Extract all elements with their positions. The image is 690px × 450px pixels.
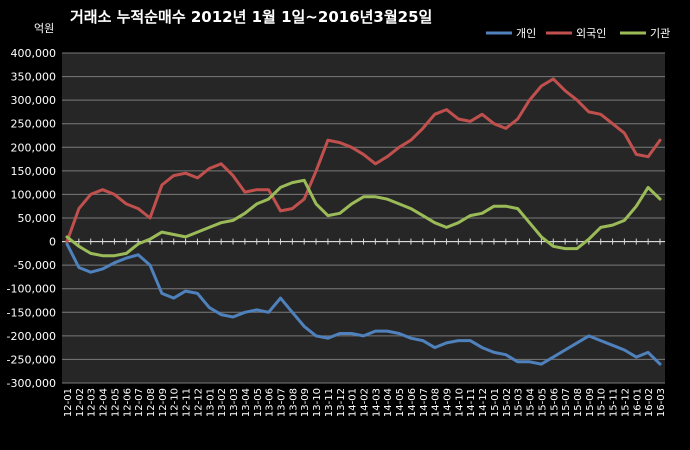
x-tick-label: 12-08 <box>146 388 157 417</box>
unit-label: 억원 <box>34 22 54 35</box>
y-tick-label: 300,000 <box>11 94 57 107</box>
x-tick-label: 14-08 <box>431 388 442 417</box>
x-tick-label: 13-03 <box>229 388 240 417</box>
x-tick-label: 12-10 <box>170 388 181 417</box>
x-axis-ticks: 12-01 12-02 12-03 12-04 12-05 12-06 12-07 12-08… <box>63 388 667 417</box>
x-tick-label: 14-09 <box>443 388 454 417</box>
x-tick-label: 12-11 <box>182 388 193 417</box>
x-tick-label: 12-02 <box>75 388 86 417</box>
x-tick-label: 14-05 <box>395 388 406 417</box>
x-tick-label: 16-03 <box>656 388 667 417</box>
x-tick-label: 13-01 <box>205 388 216 417</box>
x-tick-label: 15-06 <box>549 388 560 417</box>
x-tick-label: 14-07 <box>419 388 430 417</box>
x-tick-label: 13-07 <box>276 388 287 417</box>
x-tick-label: 12-12 <box>193 388 204 417</box>
y-tick-label: 350,000 <box>11 71 57 84</box>
x-tick-label: 14-01 <box>348 388 359 417</box>
y-tick-label: -50,000 <box>14 259 56 272</box>
x-tick-label: 12-04 <box>99 388 110 417</box>
x-tick-label: 15-04 <box>526 388 537 417</box>
y-tick-label: 200,000 <box>11 141 57 154</box>
x-tick-label: 12-09 <box>158 388 169 417</box>
legend-label-institution: 기관 <box>650 27 670 40</box>
series-line-institution <box>65 178 662 258</box>
x-tick-label: 12-03 <box>87 388 98 417</box>
y-tick-label: -100,000 <box>7 283 56 296</box>
legend: 개인 외국인 기관 <box>486 27 670 40</box>
y-tick-label: 250,000 <box>11 118 57 131</box>
legend-label-foreign: 외국인 <box>576 27 606 40</box>
x-tick-label: 13-02 <box>217 388 228 417</box>
x-tick-label: 13-12 <box>336 388 347 417</box>
series-line-personal <box>65 242 662 366</box>
x-tick-label: 14-03 <box>371 388 382 417</box>
x-tick-label: 14-10 <box>454 388 465 417</box>
x-tick-label: 15-05 <box>537 388 548 417</box>
x-axis <box>62 238 665 245</box>
x-tick-label: 14-11 <box>466 388 477 417</box>
series-line-foreign <box>65 77 662 244</box>
x-tick-label: 15-03 <box>514 388 525 417</box>
y-tick-label: -300,000 <box>7 377 56 390</box>
x-tick-label: 16-01 <box>632 388 643 417</box>
x-tick-label: 14-12 <box>478 388 489 417</box>
x-tick-label: 12-06 <box>122 388 133 417</box>
x-tick-label: 12-07 <box>134 388 145 417</box>
x-tick-label: 15-01 <box>490 388 501 417</box>
y-tick-label: 400,000 <box>11 47 57 60</box>
x-tick-label: 12-01 <box>63 388 74 417</box>
x-tick-label: 13-09 <box>300 388 311 417</box>
x-tick-label: 13-04 <box>241 388 252 417</box>
series-lines <box>65 77 662 366</box>
x-tick-label: 13-06 <box>265 388 276 417</box>
x-tick-label: 14-06 <box>407 388 418 417</box>
x-tick-label: 15-12 <box>620 388 631 417</box>
y-tick-label: -200,000 <box>7 330 56 343</box>
x-tick-label: 13-08 <box>288 388 299 417</box>
y-tick-label: -250,000 <box>7 353 56 366</box>
x-tick-label: 14-02 <box>360 388 371 417</box>
x-tick-label: 15-08 <box>573 388 584 417</box>
x-tick-label: 15-02 <box>502 388 513 417</box>
x-tick-label: 16-02 <box>644 388 655 417</box>
x-tick-label: 13-05 <box>253 388 264 417</box>
x-tick-label: 15-09 <box>585 388 596 417</box>
y-tick-label: 50,000 <box>18 212 57 225</box>
y-axis-ticks: 400,000 350,000 300,000 250,000 200,000 150,0… <box>7 47 56 390</box>
x-tick-label: 13-10 <box>312 388 323 417</box>
x-tick-label: 15-07 <box>561 388 572 417</box>
chart-title: 거래소 누적순매수 2012년 1월 1일~2016년3월25일 <box>70 8 432 26</box>
x-tick-label: 13-11 <box>324 388 335 417</box>
x-tick-label: 15-11 <box>609 388 620 417</box>
legend-label-personal: 개인 <box>516 27 536 40</box>
y-tick-label: 150,000 <box>11 165 57 178</box>
y-tick-label: -150,000 <box>7 306 56 319</box>
y-tick-label: 0 <box>49 236 56 249</box>
y-tick-label: 100,000 <box>11 188 57 201</box>
x-tick-label: 12-05 <box>110 388 121 417</box>
x-tick-label: 15-10 <box>597 388 608 417</box>
x-tick-label: 14-04 <box>383 388 394 417</box>
